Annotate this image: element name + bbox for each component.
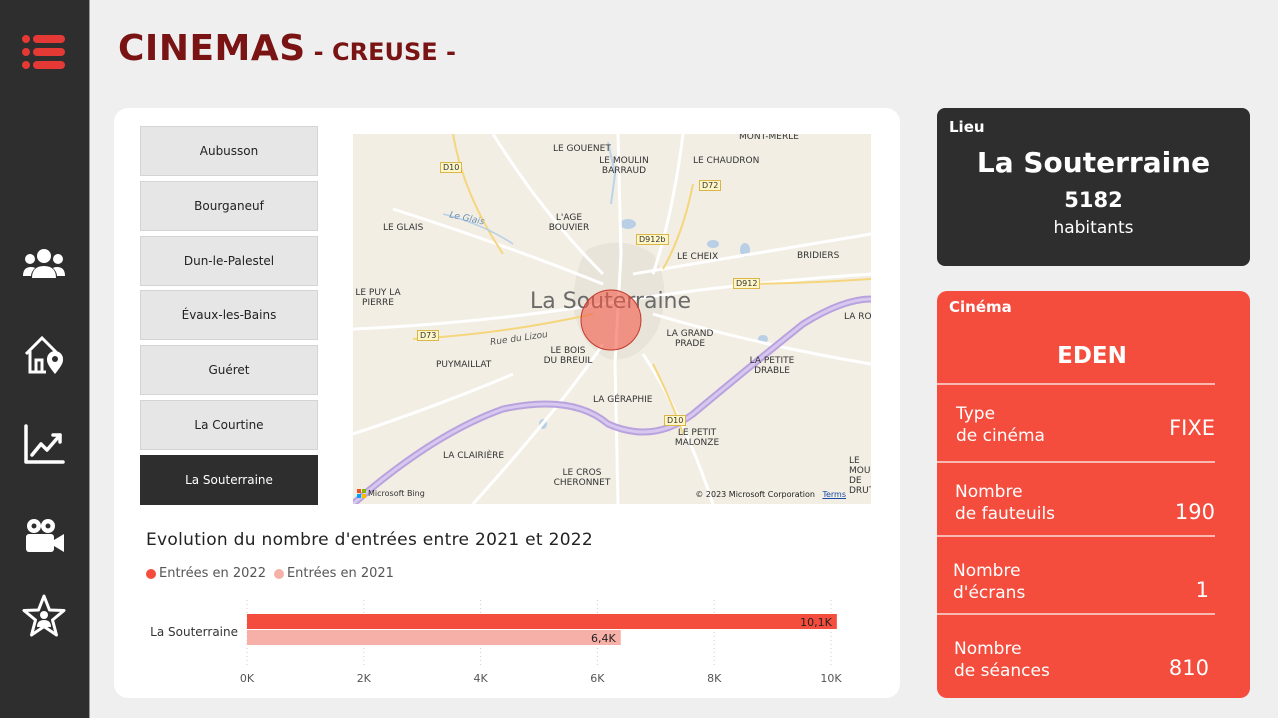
- map-terms-link[interactable]: Terms: [822, 490, 846, 499]
- chart-title: Evolution du nombre d'entrées entre 2021…: [146, 530, 594, 550]
- page-title: CINEMAS - CREUSE -: [118, 28, 456, 69]
- bing-label: Microsoft Bing: [368, 489, 425, 498]
- legend-dot: [273, 568, 284, 579]
- place-label: LA RO: [844, 312, 871, 322]
- city-button[interactable]: La Courtine: [140, 399, 318, 450]
- people-icon[interactable]: [20, 240, 68, 288]
- place-label: LE PETIT MALONZE: [674, 428, 720, 448]
- row-value: 1: [1195, 578, 1209, 602]
- place-label: MONT-MERLE: [739, 134, 799, 142]
- place-label: LE CROS CHERONNET: [553, 468, 611, 488]
- title-main: CINEMAS: [118, 28, 306, 69]
- place-label: PUYMAILLAT: [436, 360, 492, 370]
- divider: [937, 383, 1215, 385]
- place-label: BRIDIERS: [797, 251, 840, 261]
- row-key-line2: de cinéma: [956, 426, 1045, 446]
- home-location-icon[interactable]: [20, 330, 68, 378]
- row-value: 190: [1174, 500, 1215, 524]
- place-label: LE CHEIX: [677, 252, 719, 262]
- road-label: D10: [664, 415, 687, 426]
- data-label: 6,4K: [591, 632, 616, 645]
- data-label: 10,1K: [800, 616, 832, 629]
- legend-item[interactable]: Entrées en 2021: [273, 566, 394, 581]
- x-tick-label: 6K: [590, 672, 605, 685]
- lieu-card-label: Lieu: [949, 118, 985, 136]
- cinema-name: EDEN: [1057, 343, 1127, 369]
- place-label: LA GÉRAPHIE: [593, 395, 653, 405]
- place-label: L'AGE BOUVIER: [548, 213, 590, 233]
- cinema-type-row: Type de cinéma FIXE: [937, 403, 1227, 463]
- map[interactable]: D10 D72 D912b D912 D73 D10 LE GOUENET LE…: [353, 134, 871, 504]
- place-label: LA CLAIRIÈRE: [443, 451, 505, 461]
- lieu-population-label: habitants: [1053, 218, 1134, 238]
- bing-attribution: Microsoft Bing: [357, 489, 425, 498]
- x-tick-label: 10K: [820, 672, 842, 685]
- cinema-seats-row: Nombre de fauteuils 190: [937, 481, 1227, 541]
- video-camera-icon[interactable]: [20, 512, 68, 560]
- place-label: LE MOULIN BARRAUD: [599, 156, 649, 176]
- city-button[interactable]: Bourganeuf: [140, 180, 318, 231]
- place-label: LE BOIS DU BREUIL: [543, 346, 593, 366]
- place-label: LE GOUENET: [553, 144, 611, 154]
- cinema-screens-row: Nombre d'écrans 1: [937, 560, 1227, 620]
- place-label: LA PETITE DRABLE: [749, 356, 795, 376]
- cinema-sessions-row: Nombre de séances 810: [937, 638, 1227, 698]
- row-key-line2: de fauteuils: [955, 504, 1056, 524]
- bar[interactable]: [247, 630, 621, 645]
- city-button[interactable]: Évaux-les-Bains: [140, 290, 318, 341]
- divider: [937, 461, 1215, 463]
- place-label: LE CHAUDRON: [693, 156, 760, 166]
- road-label: D73: [417, 330, 440, 341]
- menu-icon[interactable]: [20, 28, 68, 76]
- row-value: 810: [1168, 656, 1209, 680]
- row-key-line1: Nombre: [953, 561, 1021, 581]
- map-background: [353, 134, 871, 504]
- x-tick-label: 8K: [707, 672, 722, 685]
- trend-chart-icon[interactable]: [20, 420, 68, 468]
- bar[interactable]: [247, 614, 837, 629]
- row-key-line2: d'écrans: [953, 583, 1026, 603]
- road-label: D912b: [636, 234, 669, 245]
- row-key-line1: Type: [956, 404, 996, 424]
- road-label: D72: [699, 180, 722, 191]
- cinema-card: Cinéma EDEN Type de cinéma FIXE Nombre d…: [937, 291, 1250, 698]
- road-label: D912: [733, 278, 761, 289]
- place-label: LE MOULI DE DRUT: [849, 456, 871, 496]
- row-key-line2: de séances: [954, 661, 1050, 681]
- star-person-icon[interactable]: [20, 592, 68, 640]
- place-label: LA GRAND PRADE: [666, 329, 714, 349]
- title-subtitle: - CREUSE -: [313, 38, 456, 66]
- divider: [937, 613, 1215, 615]
- sidebar: [0, 0, 90, 718]
- bar-chart: 0K 2K 4K 6K 8K 10K La Souterraine 10,1K 6,4K: [150, 600, 842, 685]
- road-label: D10: [440, 162, 463, 173]
- divider: [937, 535, 1215, 537]
- cinema-card-label: Cinéma: [949, 298, 1012, 316]
- city-slicer: Aubusson Bourganeuf Dun-le-Palestel Évau…: [140, 126, 318, 510]
- lieu-city: La Souterraine: [976, 146, 1211, 179]
- x-tick-label: 2K: [357, 672, 372, 685]
- legend-label: Entrées en 2022: [159, 566, 266, 581]
- city-button[interactable]: Aubusson: [140, 126, 318, 176]
- category-label: La Souterraine: [150, 625, 238, 639]
- place-label: LE GLAIS: [383, 223, 424, 233]
- map-center-label: La Souterraine: [530, 289, 692, 314]
- place-label: LE PUY LA PIERRE: [355, 288, 401, 308]
- x-tick-label: 4K: [473, 672, 488, 685]
- legend-dot: [146, 568, 156, 579]
- bing-logo-icon: [357, 489, 366, 498]
- row-key-line1: Nombre: [954, 639, 1022, 659]
- legend-item[interactable]: Entrées en 2022: [146, 566, 266, 581]
- map-copyright: © 2023 Microsoft Corporation: [695, 490, 815, 499]
- city-button[interactable]: Guéret: [140, 345, 318, 396]
- city-button-selected[interactable]: La Souterraine: [140, 454, 318, 505]
- legend-label: Entrées en 2021: [286, 566, 394, 581]
- lieu-card: Lieu La Souterraine 5182 habitants: [937, 108, 1250, 266]
- chart-legend: Entrées en 2022 Entrées en 2021: [146, 566, 394, 581]
- lieu-population: 5182: [1064, 188, 1123, 212]
- city-button[interactable]: Dun-le-Palestel: [140, 235, 318, 286]
- row-value: FIXE: [1169, 416, 1215, 440]
- x-tick-label: 0K: [240, 672, 255, 685]
- row-key-line1: Nombre: [955, 482, 1023, 502]
